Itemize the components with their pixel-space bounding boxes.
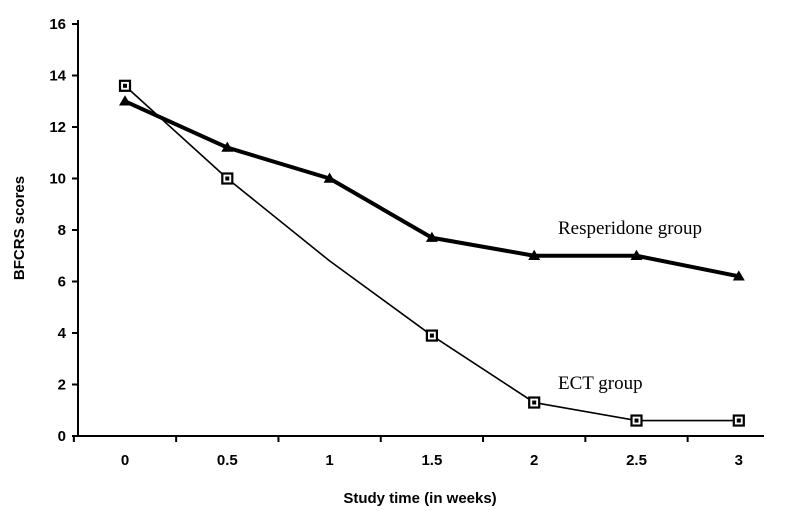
data-point-resperidone: [425, 231, 438, 242]
data-point-resperidone: [732, 270, 745, 281]
data-point-ect-core: [532, 400, 537, 405]
data-point-ect-core: [123, 83, 127, 88]
y-tick-label: 2: [58, 377, 66, 394]
data-point-resperidone: [528, 249, 541, 260]
x-axis-ticks: 0 0.5 1 1.5 2 2.5 3: [72, 436, 743, 469]
x-tick-label: 3: [735, 452, 743, 469]
y-tick-label: 10: [49, 171, 66, 188]
y-tick-label: 14: [49, 68, 66, 85]
y-tick-label: 16: [49, 16, 66, 33]
series-line-resperidone: [124, 99, 740, 279]
series-layer: [118, 79, 745, 427]
x-tick-label: 0: [121, 452, 129, 469]
data-point-resperidone: [119, 95, 131, 106]
series-label-resperidone: Resperidone group: [558, 218, 702, 239]
x-tick-label: 2.5: [626, 452, 647, 469]
y-tick-label: 4: [58, 325, 67, 342]
x-tick-label: 2: [530, 452, 538, 469]
x-tick-label: 1: [325, 452, 333, 469]
data-point-resperidone: [221, 141, 234, 152]
x-axis-title: Study time (in weeks): [343, 490, 496, 507]
data-point-ect-core: [225, 176, 230, 181]
y-tick-label: 0: [58, 428, 66, 445]
y-axis-ticks: 0 2 4 6 8 10 12 14 16: [49, 16, 78, 445]
data-point-ect-core: [634, 418, 639, 423]
y-axis-title: BFCRS scores: [11, 176, 28, 280]
series-label-ect: ECT group: [558, 373, 643, 394]
y-tick-label: 12: [49, 119, 66, 136]
data-point-resperidone: [630, 249, 643, 260]
y-tick-label: 8: [58, 222, 66, 239]
x-tick-label: 0.5: [217, 452, 238, 469]
data-point-ect-core: [736, 418, 741, 423]
series-line-ect: [124, 85, 739, 422]
x-tick-label: 1.5: [421, 452, 442, 469]
data-point-resperidone: [323, 172, 336, 183]
data-point-ect-core: [429, 333, 434, 338]
y-tick-label: 6: [58, 274, 66, 291]
